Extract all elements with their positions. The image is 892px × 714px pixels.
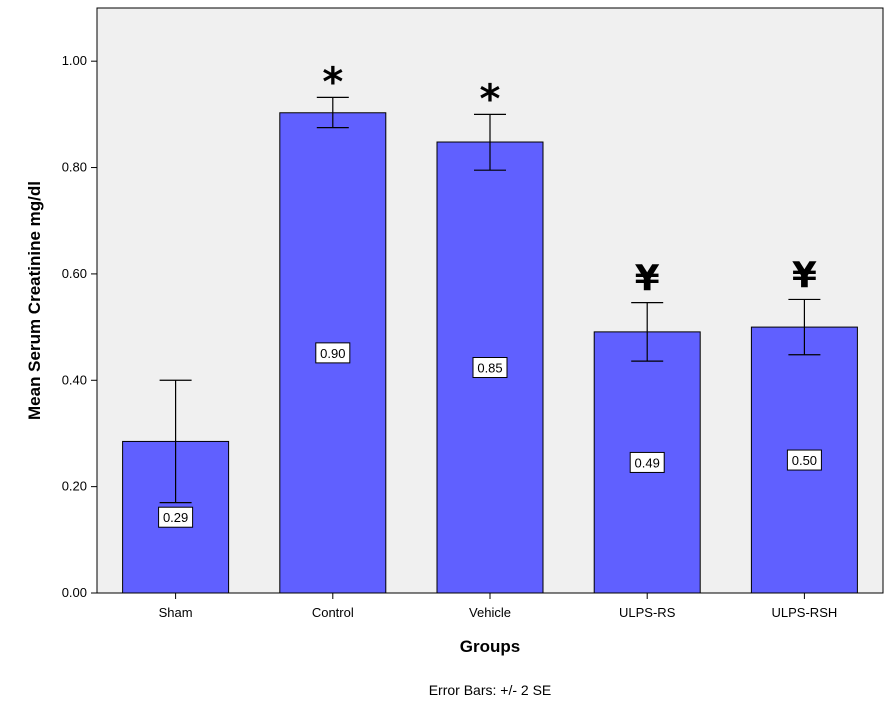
y-tick-label: 0.60 xyxy=(62,266,87,281)
data-label: 0.90 xyxy=(320,346,345,361)
data-label-box xyxy=(472,357,508,379)
y-axis: 0.00 0.20 0.40 0.60 0.80 1.00 xyxy=(62,53,97,600)
significance-marker: ¥ xyxy=(635,259,660,300)
data-label-box xyxy=(315,342,351,364)
x-tick-label: Sham xyxy=(159,605,193,620)
x-tick-label: Vehicle xyxy=(469,605,511,620)
x-axis-title: Groups xyxy=(460,637,520,656)
data-label: 0.50 xyxy=(792,453,817,468)
y-tick-label: 0.00 xyxy=(62,585,87,600)
data-label: 0.49 xyxy=(635,455,660,470)
significance-marker: ¥ xyxy=(792,255,817,296)
data-label: 0.29 xyxy=(163,510,188,525)
data-label-box xyxy=(629,451,665,473)
y-tick-label: 0.80 xyxy=(62,160,87,175)
data-label-box xyxy=(158,506,194,528)
data-label: 0.85 xyxy=(477,361,502,376)
x-axis: Sham Control Vehicle ULPS-RS ULPS-RSH xyxy=(159,593,838,620)
y-tick-label: 1.00 xyxy=(62,53,87,68)
significance-marker: * xyxy=(322,59,343,105)
data-label-box xyxy=(786,449,822,471)
x-tick-label: ULPS-RS xyxy=(619,605,676,620)
bars: 0.29 0.90 * 0.85 * 0.49 ¥0.50 ¥ xyxy=(122,59,858,594)
x-tick-label: Control xyxy=(312,605,354,620)
x-tick-label: ULPS-RSH xyxy=(772,605,838,620)
significance-marker: * xyxy=(480,76,501,122)
error-bars-note: Error Bars: +/- 2 SE xyxy=(429,682,552,698)
y-axis-title: Mean Serum Creatinine mg/dl xyxy=(25,181,44,420)
y-tick-label: 0.40 xyxy=(62,372,87,387)
y-tick-label: 0.20 xyxy=(62,479,87,494)
